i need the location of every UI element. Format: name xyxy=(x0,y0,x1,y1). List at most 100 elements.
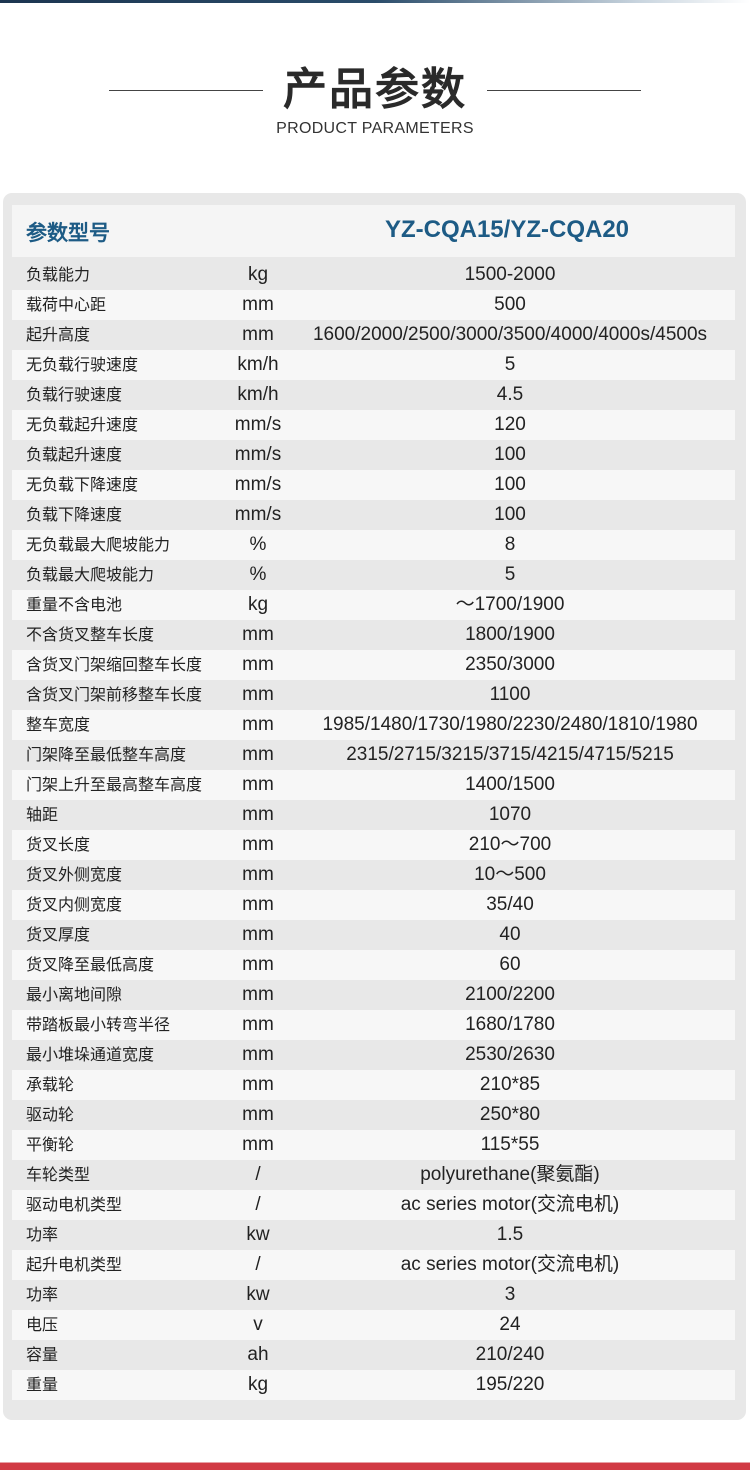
param-unit: kg xyxy=(247,1374,269,1395)
param-unit: mm xyxy=(242,804,274,825)
param-name: 驱动电机类型 xyxy=(26,1195,123,1214)
table-row: 起升电机类型 / ac series motor(交流电机) xyxy=(12,1250,735,1280)
param-unit: mm xyxy=(242,714,274,735)
param-value: 120 xyxy=(494,414,526,435)
param-value: 60 xyxy=(499,954,521,975)
table-row: 最小堆垛通道宽度 mm 2530/2630 xyxy=(12,1040,735,1070)
param-unit: mm/s xyxy=(234,474,282,495)
param-unit: mm xyxy=(242,1074,274,1095)
title-divider-right xyxy=(487,90,641,91)
param-value: 500 xyxy=(494,294,526,315)
param-name: 货叉厚度 xyxy=(26,925,91,944)
table-row: 重量 kg 195/220 xyxy=(12,1370,735,1400)
param-value: 1680/1780 xyxy=(465,1014,555,1035)
param-unit: km/h xyxy=(237,354,279,375)
param-value: 1800/1900 xyxy=(465,624,555,645)
title-divider-left xyxy=(109,90,263,91)
param-unit: / xyxy=(255,1194,261,1215)
param-value: 3 xyxy=(504,1284,516,1305)
table-row: 不含货叉整车长度 mm 1800/1900 xyxy=(12,620,735,650)
param-value: 115*55 xyxy=(480,1134,540,1155)
table-body: 负载能力 kg 1500-2000 载荷中心距 mm 500 起升高度 mm 1600/2000… xyxy=(12,260,735,1400)
param-name: 起升高度 xyxy=(26,325,91,344)
param-name: 平衡轮 xyxy=(26,1135,75,1154)
param-value: 1600/2000/2500/3000/3500/4000/4000s/4500… xyxy=(312,324,708,345)
table-row: 负载最大爬坡能力% 5 xyxy=(12,560,735,590)
param-name: 无负载起升速度 xyxy=(26,415,139,434)
param-value: 1070 xyxy=(488,804,532,825)
param-name: 含货叉门架缩回整车长度 xyxy=(26,655,203,674)
param-name: 门架上升至最高整车高度 xyxy=(26,775,203,794)
param-unit: mm xyxy=(242,1134,274,1155)
table-row: 货叉内侧宽度 mm 35/40 xyxy=(12,890,735,920)
table-row: 驱动轮 mm 250*80 xyxy=(12,1100,735,1130)
page-title: 产品参数 xyxy=(283,64,467,115)
param-name: 载荷中心距 xyxy=(26,295,107,314)
table-row: 含货叉门架前移整车长度 mm 1100 xyxy=(12,680,735,710)
param-value: 1985/1480/1730/1980/2230/2480/1810/1980 xyxy=(322,714,698,735)
param-name: 起升电机类型 xyxy=(26,1255,123,1274)
table-row: 门架上升至最高整车高度 mm 1400/1500 xyxy=(12,770,735,800)
param-unit: mm xyxy=(242,624,274,645)
param-name: 负载能力 xyxy=(26,265,91,284)
param-name: 含货叉门架前移整车长度 xyxy=(26,685,203,704)
param-value: ac series motor(交流电机) xyxy=(400,1254,620,1275)
param-name: 货叉长度 xyxy=(26,835,91,854)
param-unit: mm xyxy=(242,294,274,315)
param-unit: kw xyxy=(246,1284,270,1305)
param-value: 5 xyxy=(504,564,516,585)
param-name: 货叉内侧宽度 xyxy=(26,895,123,914)
param-name: 无负载最大爬坡能力 xyxy=(26,535,171,554)
table-row: 轴距 mm 1070 xyxy=(12,800,735,830)
param-value: ac series motor(交流电机) xyxy=(400,1194,620,1215)
param-unit: mm xyxy=(242,1014,274,1035)
param-value: 2315/2715/3215/3715/4215/4715/5215 xyxy=(346,744,674,765)
param-name: 整车宽度 xyxy=(26,715,91,734)
param-unit: mm xyxy=(242,894,274,915)
table-row: 带踏板最小转弯半径 mm 1680/1780 xyxy=(12,1010,735,1040)
param-unit: v xyxy=(253,1314,263,1335)
table-row: 无负载行驶速度 km/h 5 xyxy=(12,350,735,380)
param-unit: kw xyxy=(246,1224,270,1245)
table-row: 起升高度 mm 1600/2000/2500/3000/3500/4000/4000… xyxy=(12,320,735,350)
param-unit: mm/s xyxy=(234,444,282,465)
param-unit: kg xyxy=(247,594,269,615)
table-row: 承载轮 mm 210*85 xyxy=(12,1070,735,1100)
table-row: 功率 kw 1.5 xyxy=(12,1220,735,1250)
param-value: 2530/2630 xyxy=(465,1044,555,1065)
parameters-table: 参数型号 YZ-CQA15/YZ-CQA20 负载能力 kg 1500-2000 载荷… xyxy=(3,193,746,1420)
param-value: 2350/3000 xyxy=(465,654,555,675)
param-unit: mm xyxy=(242,984,274,1005)
header-label: 参数型号 xyxy=(26,221,110,245)
table-row: 容量 ah 210/240 xyxy=(12,1340,735,1370)
table-header: 参数型号 YZ-CQA15/YZ-CQA20 xyxy=(12,205,735,257)
param-value: 210/240 xyxy=(475,1344,545,1365)
table-row: 无负载下降速度 mm/s 100 xyxy=(12,470,735,500)
param-value: 100 xyxy=(494,504,526,525)
param-value: 1400/1500 xyxy=(465,774,555,795)
param-value: 5 xyxy=(504,354,516,375)
param-name: 电压 xyxy=(26,1315,59,1334)
table-row: 最小离地间隙 mm 2100/2200 xyxy=(12,980,735,1010)
param-name: 重量 xyxy=(26,1375,59,1394)
param-name: 最小离地间隙 xyxy=(26,985,123,1004)
param-unit: mm xyxy=(242,654,274,675)
param-name: 轴距 xyxy=(26,805,59,824)
param-name: 最小堆垛通道宽度 xyxy=(26,1045,155,1064)
param-unit: mm xyxy=(242,1044,274,1065)
param-name: 无负载下降速度 xyxy=(26,475,139,494)
table-row: 整车宽度 mm 1985/1480/1730/1980/2230/2480/1810… xyxy=(12,710,735,740)
param-value: 1500-2000 xyxy=(464,264,556,285)
param-name: 功率 xyxy=(26,1285,59,1304)
param-name: 负载最大爬坡能力 xyxy=(26,565,155,584)
table-row: 无负载最大爬坡能力% 8 xyxy=(12,530,735,560)
param-value: ～1700/1900 xyxy=(455,594,565,615)
param-unit: mm xyxy=(242,924,274,945)
param-name: 负载下降速度 xyxy=(26,505,123,524)
param-name: 负载行驶速度 xyxy=(26,385,123,404)
param-unit: kg xyxy=(247,264,269,285)
param-value: 8 xyxy=(504,534,516,555)
param-name: 负载起升速度 xyxy=(26,445,123,464)
param-value: 210～700 xyxy=(468,834,552,855)
param-name: 容量 xyxy=(26,1345,59,1364)
